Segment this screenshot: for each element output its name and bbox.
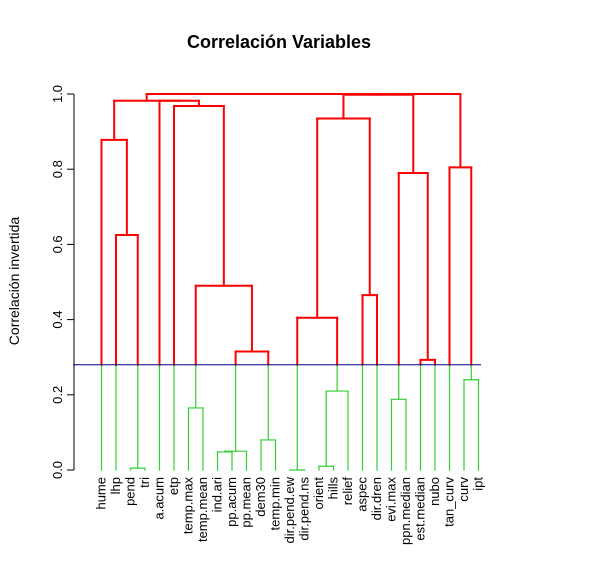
leaf-label: a.acum [152,477,167,520]
leaf-label: temp.mean [195,477,210,542]
y-tick-label: 0.0 [50,461,65,479]
leaf-label: ppn.median [398,477,413,545]
leaf-label: temp.min [268,477,283,530]
leaf-label: dir.pend.ew [282,476,297,543]
leaf-labels: hume lhp pend tri a.acum etp temp.max temp.mean… [94,476,486,545]
y-tick-label: 0.4 [50,311,65,329]
leaf-label: dir.dren [369,477,384,520]
leaf-label: ipt [471,477,486,491]
leaf-label: ind.ari [210,477,225,513]
y-axis-label: Correlación invertida [6,217,22,346]
y-tick-label: 0.2 [50,386,65,404]
y-tick-label: 0.8 [50,160,65,178]
leaf-label: curv [456,477,471,502]
leaf-label: relief [340,477,355,506]
leaf-label: orient [311,477,326,510]
y-axis: 0.0 0.2 0.4 0.6 0.8 1.0 [50,85,74,479]
chart-title: Correlación Variables [187,32,371,52]
leaf-label: dir.pend.ns [297,477,312,541]
leaf-label: pend [123,477,138,506]
leaf-label: dem30 [253,477,268,517]
leaf-label: etp [166,477,181,495]
leaf-label: pp.mean [239,477,254,528]
leaf-label: nubo [427,477,442,506]
leaf-label: tri [137,477,152,488]
y-tick-label: 0.6 [50,235,65,253]
leaf-label: hume [94,477,109,510]
leaf-label: tan_curv [442,477,457,527]
leaf-label: temp.max [181,477,196,535]
leaf-label: est.median [413,477,428,541]
leaf-label: pp.acum [224,477,239,527]
leaf-label: evi.max [384,477,399,522]
dendrogram-tree [102,94,479,470]
y-tick-label: 1.0 [50,85,65,103]
leaf-label: hills [326,477,341,500]
leaf-label: lhp [108,477,123,494]
leaf-label: aspec [355,477,370,512]
